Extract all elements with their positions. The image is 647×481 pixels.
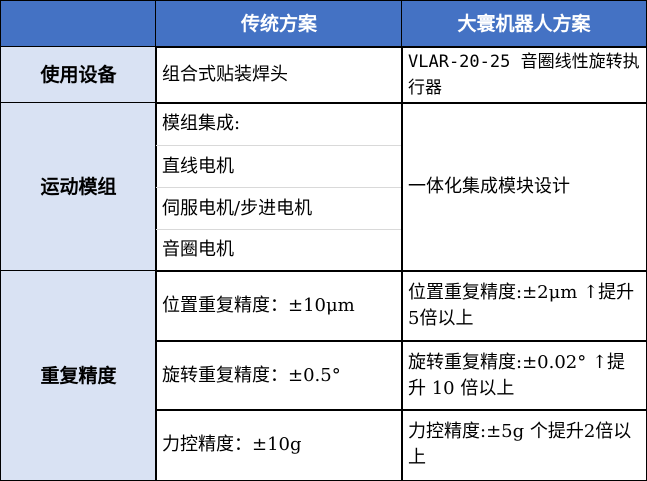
cell-dahuan-rotation: 旋转重复精度:±0.02° ↑提升 10 倍以上 <box>401 340 647 411</box>
row-label-precision: 重复精度 <box>0 270 157 481</box>
cell-traditional-force: 力控精度：±10g <box>155 409 403 481</box>
cell-dahuan-force: 力控精度:±5g 个提升2倍以上 <box>401 409 647 481</box>
cell-dahuan-equipment: VLAR-20-25 音圈线性旋转执行器 <box>401 46 647 104</box>
motion-item: 伺服电机/步进电机 <box>156 188 402 230</box>
cell-traditional-rotation: 旋转重复精度：±0.5° <box>155 340 403 411</box>
cell-dahuan-position: 位置重复精度:±2μm ↑提升5倍以上 <box>401 270 647 342</box>
motion-item: 模组集成: <box>156 103 402 146</box>
cell-dahuan-motion: 一体化集成模块设计 <box>401 102 647 272</box>
cell-traditional-equipment: 组合式贴装焊头 <box>155 46 403 104</box>
cell-traditional-motion: 模组集成: 直线电机 伺服电机/步进电机 音圈电机 <box>155 102 403 272</box>
header-dahuan: 大寰机器人方案 <box>401 0 647 48</box>
row-label-equipment: 使用设备 <box>0 46 157 104</box>
row-label-motion: 运动模组 <box>0 102 157 272</box>
motion-item: 直线电机 <box>156 146 402 188</box>
header-empty <box>0 0 157 48</box>
cell-traditional-position: 位置重复精度：±10μm <box>155 270 403 342</box>
motion-item: 音圈电机 <box>162 239 234 260</box>
header-traditional: 传统方案 <box>155 0 403 48</box>
